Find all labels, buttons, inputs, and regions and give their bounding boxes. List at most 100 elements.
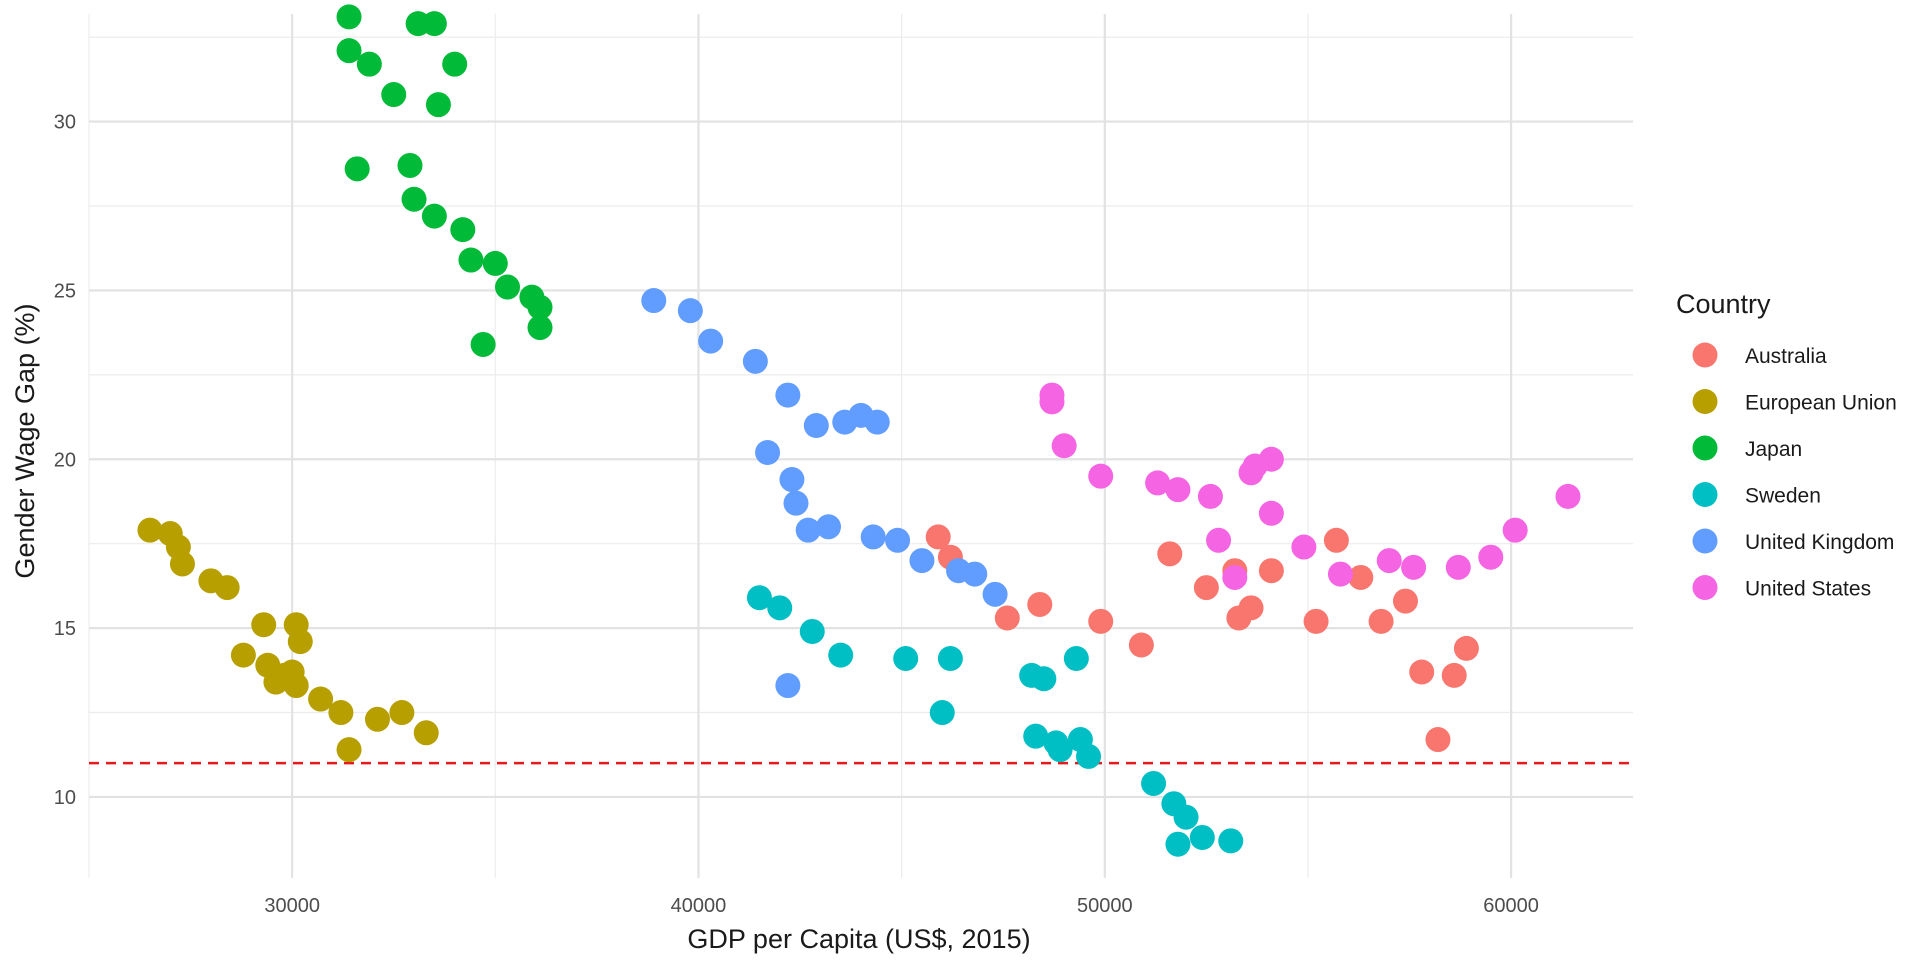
point-australia [925, 524, 951, 550]
point-japan [425, 92, 451, 118]
y-axis-title: Gender Wage Gap (%) [10, 303, 40, 578]
y-tick-label: 15 [54, 618, 76, 640]
point-european-union [389, 700, 415, 726]
point-united-kingdom [698, 328, 724, 354]
point-australia [1425, 727, 1451, 753]
point-united-states [1051, 433, 1077, 459]
legend-key-united-kingdom [1692, 528, 1718, 554]
major-gridlines [89, 14, 1633, 878]
point-united-states [1258, 446, 1284, 472]
x-tick-label: 50000 [1077, 895, 1133, 917]
point-united-kingdom [962, 561, 988, 587]
point-united-kingdom [803, 412, 829, 438]
point-united-kingdom [742, 348, 768, 374]
point-sweden [893, 646, 919, 671]
y-tick-label: 10 [54, 787, 76, 809]
x-axis-title: GDP per Capita (US$, 2015) [687, 924, 1030, 954]
point-japan [336, 4, 362, 30]
point-united-states [1502, 517, 1528, 543]
point-united-states [1088, 463, 1114, 489]
point-australia [1157, 541, 1183, 567]
point-united-states [1258, 500, 1284, 526]
point-united-kingdom [795, 517, 821, 543]
point-sweden [1023, 723, 1049, 749]
point-australia [1409, 659, 1435, 685]
legend-label-european-union: European Union [1745, 392, 1897, 415]
point-australia [1348, 564, 1374, 590]
point-united-states [1222, 564, 1248, 590]
point-united-kingdom [815, 514, 841, 540]
point-australia [1453, 635, 1479, 661]
legend-label-united-states: United States [1745, 578, 1871, 601]
point-united-states [1291, 534, 1317, 560]
point-japan [458, 247, 484, 273]
point-japan [470, 331, 496, 357]
point-sweden [1047, 737, 1073, 763]
point-japan [442, 51, 468, 77]
x-tick-label: 60000 [1483, 895, 1539, 917]
point-united-states [1478, 544, 1504, 570]
point-japan [527, 294, 553, 320]
point-united-kingdom [755, 440, 781, 466]
point-european-union [214, 575, 240, 601]
point-united-kingdom [779, 467, 805, 493]
point-australia [1027, 591, 1053, 617]
point-sweden [1173, 804, 1199, 830]
point-european-union [137, 517, 163, 543]
point-sweden [828, 642, 854, 668]
point-european-union [308, 686, 334, 712]
y-tick-labels: 10 15 20 25 30 [54, 112, 76, 809]
legend-label-japan: Japan [1745, 438, 1802, 461]
point-japan [482, 250, 508, 276]
point-sweden [1165, 831, 1191, 857]
legend-label-united-kingdom: United Kingdom [1745, 531, 1894, 554]
point-sweden [1141, 770, 1167, 796]
point-australia [994, 605, 1020, 631]
point-sweden [799, 618, 825, 644]
x-tick-labels: 30000 40000 50000 60000 [264, 895, 1539, 917]
point-united-kingdom [982, 581, 1008, 607]
point-japan [527, 315, 553, 341]
point-united-kingdom [885, 527, 911, 553]
legend-label-sweden: Sweden [1745, 485, 1821, 508]
point-japan [344, 156, 370, 182]
point-japan [495, 274, 521, 300]
point-united-states [1206, 527, 1232, 553]
point-australia [1238, 595, 1264, 621]
minor-gridlines [88, 14, 1633, 878]
point-united-kingdom [677, 298, 703, 324]
point-united-states [1145, 470, 1171, 496]
point-united-states [1197, 483, 1223, 509]
point-australia [1368, 608, 1394, 634]
point-united-kingdom [641, 288, 667, 314]
legend-key-japan [1692, 435, 1718, 461]
point-japan [336, 38, 362, 64]
point-sweden [1063, 646, 1089, 671]
point-australia [1303, 608, 1329, 634]
point-australia [1441, 662, 1467, 688]
point-united-states [1165, 477, 1191, 503]
x-tick-label: 40000 [671, 895, 727, 917]
point-japan [421, 11, 447, 37]
point-united-kingdom [775, 382, 801, 408]
point-sweden [1218, 828, 1244, 854]
point-european-union [364, 706, 390, 732]
point-united-states [1039, 389, 1065, 415]
point-sweden [1031, 666, 1057, 692]
data-points [137, 4, 1581, 857]
point-european-union [287, 629, 313, 655]
point-united-kingdom [860, 524, 886, 550]
point-european-union [283, 673, 309, 699]
point-australia [1392, 588, 1418, 614]
y-tick-label: 30 [54, 112, 76, 134]
legend-key-united-states [1692, 575, 1718, 600]
point-australia [1128, 632, 1154, 658]
legend-key-european-union [1692, 389, 1718, 414]
point-japan [397, 152, 423, 178]
point-japan [421, 203, 447, 229]
point-japan [450, 217, 476, 243]
point-sweden [767, 595, 793, 621]
point-sweden [746, 585, 772, 611]
point-australia [1258, 558, 1284, 584]
